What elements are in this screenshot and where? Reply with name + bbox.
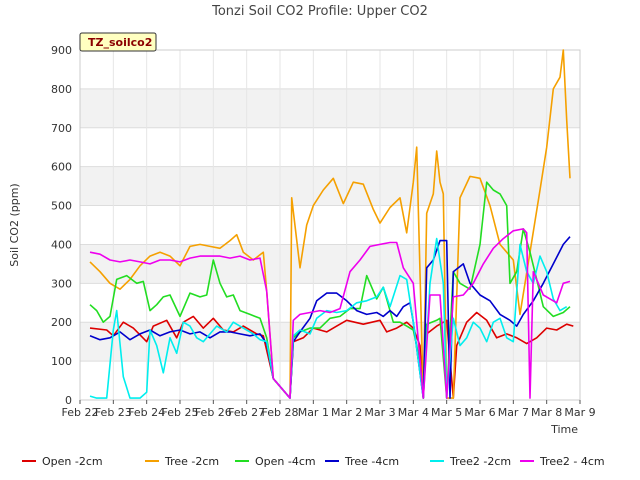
y-axis-label: Soil CO2 (ppm) <box>8 183 21 266</box>
y-tick-label: 800 <box>51 83 72 96</box>
legend-item: Open -2cm <box>22 455 103 468</box>
legend-item: Tree -4cm <box>325 455 399 468</box>
x-tick-label: Mar 6 <box>464 406 495 419</box>
plot-band <box>80 322 580 362</box>
y-tick-label: 0 <box>65 394 72 407</box>
x-tick-label: Feb 23 <box>95 406 132 419</box>
series-line-open-2cm <box>89 311 574 399</box>
series-line-tree-2cm <box>89 49 571 399</box>
y-tick-label: 700 <box>51 122 72 135</box>
badge-box <box>79 32 157 52</box>
plot-band <box>80 88 580 128</box>
y-tick-label: 300 <box>51 277 72 290</box>
x-tick-label: Feb 26 <box>195 406 232 419</box>
legend-label: Open -4cm <box>255 455 316 468</box>
legend-item: Tree2 -2cm <box>430 455 511 468</box>
legend-item: Tree -2cm <box>145 455 219 468</box>
x-tick-label: Mar 4 <box>398 406 429 419</box>
y-axis-ticks: 0 100 200 300 400 500 600 700 800 900 <box>51 44 72 407</box>
plot-frame <box>79 49 581 401</box>
series-layer <box>89 49 574 399</box>
chart-badge: TZ_soilco2 <box>79 32 157 52</box>
chart-title: Tonzi Soil CO2 Profile: Upper CO2 <box>211 4 428 19</box>
legend-item: Tree2 - 4cm <box>520 455 605 468</box>
series-line-tree-4cm <box>89 236 571 399</box>
x-tick-label: Mar 5 <box>431 406 462 419</box>
plot-area <box>80 50 580 400</box>
x-tick-label: Feb 22 <box>62 406 99 419</box>
legend: Open -2cm Tree -2cm Open -4cm Tree -4cm Tree… <box>22 455 605 468</box>
y-tick-label: 400 <box>51 238 72 251</box>
series-line-open-4cm <box>89 181 571 399</box>
y-tick-label: 500 <box>51 200 72 213</box>
x-tick-label: Mar 3 <box>364 406 395 419</box>
x-tick-label: Feb 27 <box>228 406 265 419</box>
y-tick-label: 900 <box>51 44 72 57</box>
x-tick-label: Mar 1 <box>298 406 329 419</box>
y-tick-label: 600 <box>51 161 72 174</box>
x-tick-label: Mar 2 <box>331 406 362 419</box>
x-tick-label: Mar 8 <box>531 406 562 419</box>
legend-label: Tree2 -2cm <box>449 455 511 468</box>
x-tick-label: Feb 28 <box>262 406 299 419</box>
x-tick-label: Feb 25 <box>162 406 199 419</box>
legend-item: Open -4cm <box>235 455 316 468</box>
series-line-tree2-4cm <box>89 228 571 399</box>
legend-label: Tree2 - 4cm <box>539 455 605 468</box>
legend-label: Tree -4cm <box>344 455 399 468</box>
y-tick-label: 100 <box>51 355 72 368</box>
y-tick-label: 200 <box>51 316 72 329</box>
x-tick-label: Feb 24 <box>128 406 165 419</box>
legend-label: Tree -2cm <box>164 455 219 468</box>
badge-text: TZ_soilco2 <box>88 36 152 49</box>
plot-band <box>80 244 580 284</box>
plot-band <box>80 166 580 206</box>
x-axis-label: Time <box>550 423 578 436</box>
x-tick-label: Mar 9 <box>564 406 595 419</box>
x-tick-label: Mar 7 <box>498 406 529 419</box>
legend-label: Open -2cm <box>42 455 103 468</box>
